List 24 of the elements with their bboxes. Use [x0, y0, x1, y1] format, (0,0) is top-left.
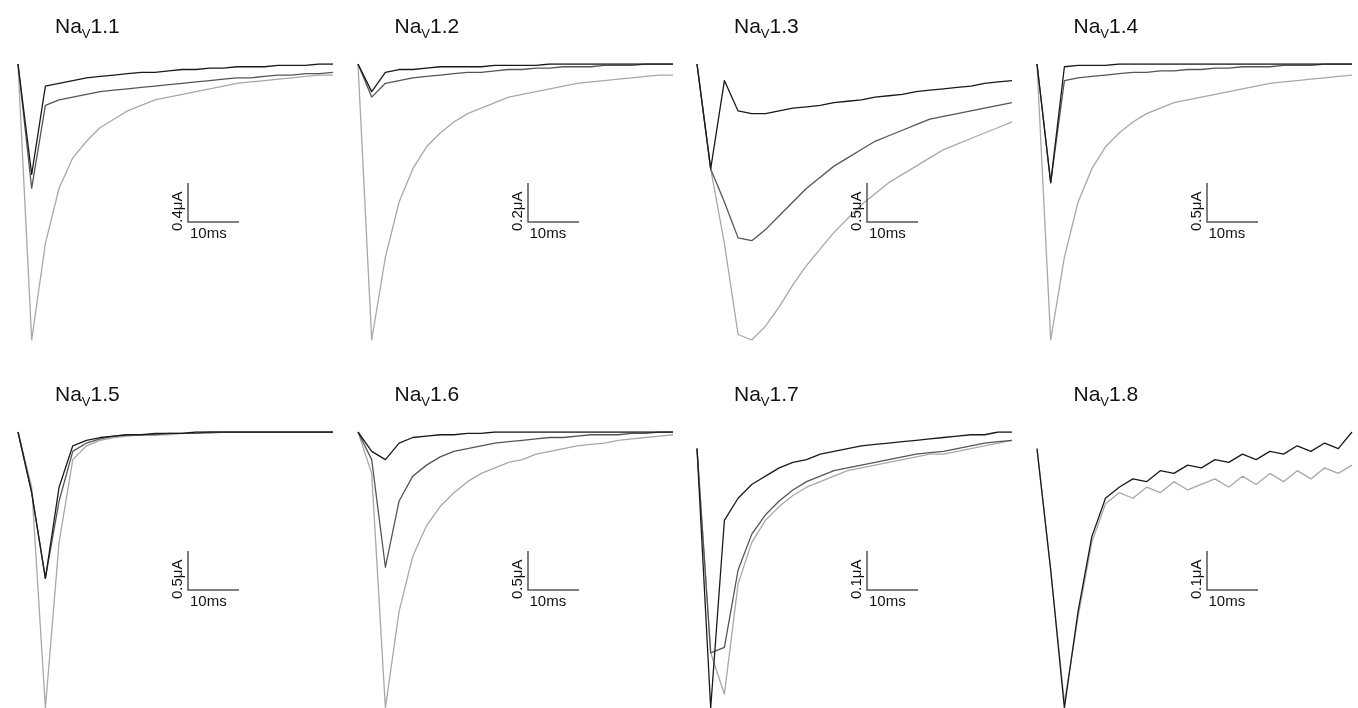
- annotation: 0.2μA: [507, 190, 526, 233]
- annotation: 0.5μA: [1186, 190, 1205, 233]
- annotation: 10ms: [529, 224, 567, 241]
- annotation: 10ms: [529, 592, 567, 609]
- chart-title: Na$_{V}$1.4: [1073, 14, 1139, 42]
- chart-title: Na$_{V}$1.1: [55, 14, 120, 42]
- chart-title: Na$_{V}$1.8: [1073, 382, 1139, 410]
- annotation: 0.5μA: [847, 190, 865, 233]
- annotation: 10ms: [190, 224, 227, 241]
- chart-title: Na$_{V}$1.3: [734, 14, 799, 42]
- chart-title: Na$_{V}$1.5: [55, 382, 120, 410]
- chart-title: Na$_{V}$1.2: [394, 14, 460, 42]
- annotation: 0.5μA: [507, 558, 526, 601]
- annotation: 10ms: [1208, 224, 1246, 241]
- annotation: 0.4μA: [168, 190, 186, 233]
- chart-title: Na$_{V}$1.6: [394, 382, 460, 410]
- annotation: 10ms: [869, 592, 906, 609]
- annotation: 10ms: [1208, 592, 1246, 609]
- chart-title: Na$_{V}$1.7: [734, 382, 799, 410]
- annotation: 0.1μA: [847, 558, 865, 601]
- annotation: 0.1μA: [1186, 558, 1205, 601]
- annotation: 10ms: [190, 592, 227, 609]
- annotation: 10ms: [869, 224, 906, 241]
- annotation: 0.5μA: [168, 558, 186, 601]
